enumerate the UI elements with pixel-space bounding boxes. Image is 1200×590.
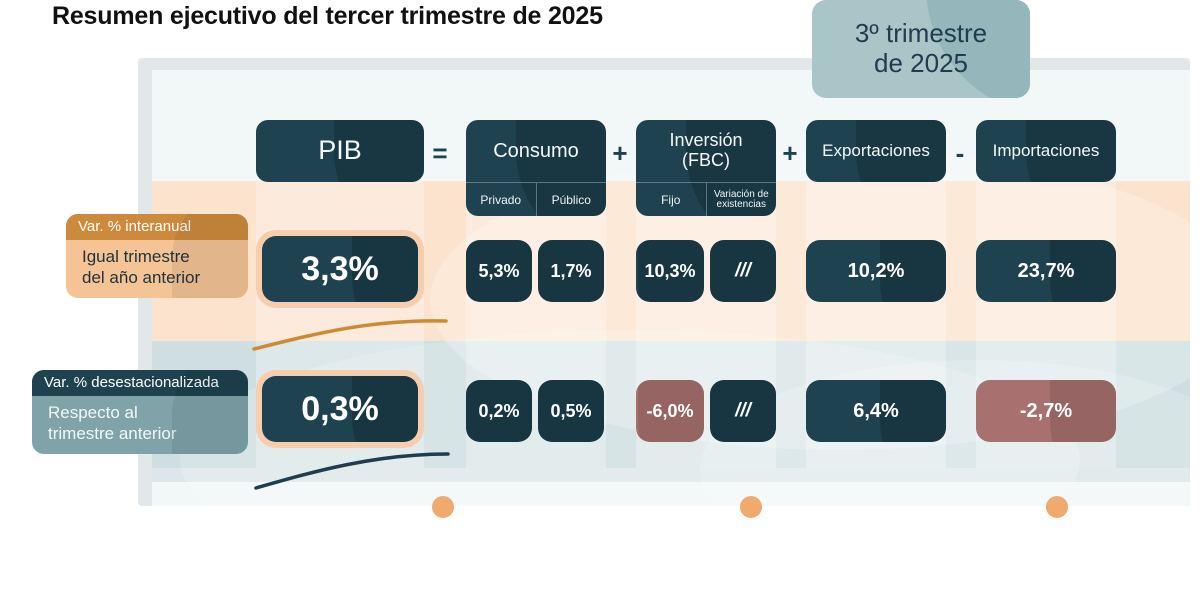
value-inversion-fijo-interanual[interactable]: 10,3% [636,240,704,302]
row-label-shade [172,370,248,455]
badge-line-1: 3º trimestre [854,18,988,49]
value-importaciones-interanual[interactable]: 23,7% [976,240,1116,302]
value-pib-interanual[interactable]: 3,3% [262,236,418,302]
header-box-consumo[interactable]: Consumo Privado Público [466,120,606,216]
row-label-interanual-head: Var. % interanual [66,214,248,240]
value-shade [538,240,604,302]
badge-line-2: de 2025 [874,48,968,78]
row-label-desestacionalizada-line1: Respecto al [48,403,138,422]
sublabel-consumo-privado: Privado [480,192,522,207]
value-shade [466,240,532,302]
sublabel-consumo-publico: Público [535,183,607,216]
row-label-shade [172,214,248,299]
value-text: 5,3% [478,260,520,281]
value-shade [710,380,776,442]
header-shade [686,120,776,216]
header-box-inversion[interactable]: Inversión (FBC) Fijo Variación de existe… [636,120,776,216]
value-consumo-privado-desestacionalizada[interactable]: 0,2% [466,380,532,442]
value-shade [880,240,946,302]
row-label-desestacionalizada[interactable]: Var. % desestacionalizada Respecto al tr… [32,370,248,455]
value-text: 0,3% [301,389,379,428]
value-inversion-fijo-desestacionalizada[interactable]: -6,0% [636,380,704,442]
value-text: 23,7% [1017,259,1075,282]
value-text: 3,3% [301,249,379,288]
value-text: 0,5% [550,400,592,421]
value-shade [538,380,604,442]
value-text: /// [735,260,751,281]
row-label-interanual-body: Igual trimestre del año anterior [66,240,248,298]
header-shade [856,120,946,182]
header-label-consumo: Consumo [493,140,579,162]
value-pib-desestacionalizada[interactable]: 0,3% [262,376,418,442]
value-text: 0,2% [478,400,520,421]
value-text: 1,7% [550,260,592,281]
value-text: -6,0% [646,400,694,421]
header-label-inversion-line1: Inversión [669,130,743,151]
operator-plus-1: + [612,138,628,168]
value-text: 10,2% [847,259,905,282]
bottom-dot-1 [432,496,454,518]
value-text: 6,4% [853,399,899,422]
header-sublabels-consumo: Privado Público [466,182,606,216]
value-shade [352,236,418,302]
operator-equals: = [432,138,448,168]
value-text: /// [735,400,751,421]
header-box-importaciones[interactable]: Importaciones [976,120,1116,182]
row-label-interanual-line1: Igual trimestre [82,247,190,266]
badge-text: 3º trimestre de 2025 [812,0,1030,98]
value-shade [1050,380,1116,442]
row-label-desestacionalizada-body: Respecto al trimestre anterior [32,396,248,454]
value-shade [710,240,776,302]
header-shade [1026,120,1116,182]
value-consumo-privado-interanual[interactable]: 5,3% [466,240,532,302]
row-label-interanual-line2: del año anterior [82,267,201,287]
sublabel-inversion-fijo: Fijo [661,192,681,207]
value-shade [638,380,704,442]
header-label-pib: PIB [318,135,362,166]
bottom-dot-3 [1046,496,1068,518]
header-shade [334,120,424,182]
value-shade [1050,240,1116,302]
header-label-exportaciones: Exportaciones [822,140,930,160]
value-shade [466,380,532,442]
value-inversion-existencias-desestacionalizada[interactable]: /// [710,380,776,442]
header-sublabels-inversion: Fijo Variación de existencias [636,182,776,216]
header-box-exportaciones[interactable]: Exportaciones [806,120,946,182]
value-shade [880,380,946,442]
value-inversion-existencias-interanual[interactable]: /// [710,240,776,302]
value-consumo-publico-interanual[interactable]: 1,7% [538,240,604,302]
bottom-dot-2 [740,496,762,518]
page-title: Resumen ejecutivo del tercer trimestre d… [52,2,603,30]
infographic-root: Resumen ejecutivo del tercer trimestre d… [32,0,1190,518]
header-shade [516,120,606,216]
operator-plus-2: + [782,138,798,168]
operator-minus: - [955,138,965,168]
value-shade [638,240,704,302]
sublabel-inversion-existencias: Variación de existencias [705,183,777,216]
header-box-pib[interactable]: PIB [256,120,424,182]
row-band-footer [152,468,1190,482]
row-label-desestacionalizada-head: Var. % desestacionalizada [32,370,248,396]
header-label-importaciones: Importaciones [992,140,1100,160]
header-label-inversion: Inversión (FBC) [636,120,776,182]
row-label-interanual[interactable]: Var. % interanual Igual trimestre del añ… [66,214,248,299]
value-text: -2,7% [1019,399,1073,422]
value-importaciones-desestacionalizada[interactable]: -2,7% [976,380,1116,442]
value-exportaciones-interanual[interactable]: 10,2% [806,240,946,302]
value-exportaciones-desestacionalizada[interactable]: 6,4% [806,380,946,442]
value-consumo-publico-desestacionalizada[interactable]: 0,5% [538,380,604,442]
quarter-badge: 3º trimestre de 2025 [812,0,1030,98]
value-shade [352,376,418,442]
header-label-inversion-line2: (FBC) [682,150,730,170]
value-text: 10,3% [644,260,696,281]
row-label-desestacionalizada-line2: trimestre anterior [48,423,177,443]
